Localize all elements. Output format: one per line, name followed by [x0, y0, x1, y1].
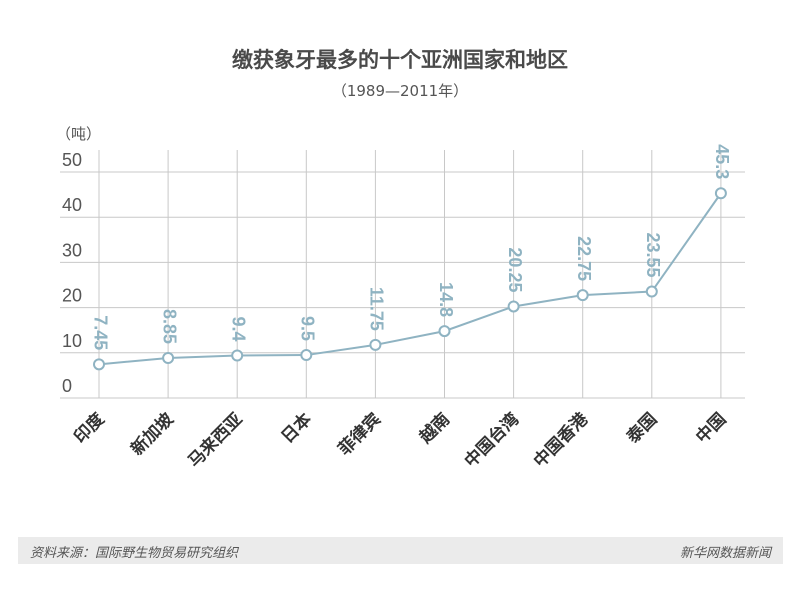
data-point [231, 349, 244, 362]
y-tick-label: 0 [62, 376, 72, 396]
source-note: 资料来源：国际野生物贸易研究组织 [30, 546, 239, 561]
data-label: 9.4 [228, 316, 248, 341]
y-tick-label: 30 [62, 240, 82, 260]
x-tick-label: 印度 [70, 408, 110, 448]
data-label: 11.75 [367, 287, 387, 331]
data-point [162, 351, 175, 364]
data-label: 14.8 [436, 282, 456, 317]
brand-label: 新华网数据新闻 [679, 546, 771, 561]
data-point [576, 289, 589, 302]
data-label: 20.25 [505, 247, 525, 292]
data-point [645, 285, 658, 298]
chart-subtitle: （1989—2011年） [331, 82, 469, 100]
y-tick-label: 50 [62, 150, 82, 170]
footer-bar: 资料来源：国际野生物贸易研究组织 新华网数据新闻 [18, 537, 783, 564]
data-label: 45.3 [712, 144, 732, 179]
data-point [714, 187, 727, 200]
data-label: 8.85 [159, 309, 179, 344]
data-point [438, 325, 451, 338]
x-tick-label: 日本 [277, 409, 316, 448]
data-label: 9.5 [298, 316, 318, 341]
data-label: 23.55 [643, 233, 663, 278]
chart: （吨） 0 10 20 30 40 50 7.45 8.85 9.4 9.5 11.75 14.8 20.… [56, 125, 745, 472]
x-tick-label: 马来西亚 [184, 409, 247, 472]
chart-title: 缴获象牙最多的十个亚洲国家和地区 [232, 48, 568, 72]
data-point [300, 349, 313, 362]
x-tick-label: 泰国 [622, 409, 661, 448]
data-label: 22.75 [574, 236, 594, 281]
data-point [507, 300, 520, 313]
y-axis-label: （吨） [56, 125, 101, 143]
data-point [93, 358, 105, 371]
y-tick-label: 40 [62, 195, 82, 215]
y-tick-label: 10 [62, 331, 82, 351]
x-tick-label: 中国 [692, 409, 731, 448]
data-label: 7.45 [90, 315, 110, 350]
series-line [98, 192, 722, 366]
x-tick-label: 菲律宾 [334, 409, 385, 460]
x-tick-label: 新加坡 [127, 409, 178, 460]
x-tick-label: 越南 [414, 409, 454, 449]
x-tick-label: 中国台湾 [460, 409, 523, 472]
y-tick-label: 20 [62, 286, 82, 306]
data-point [369, 338, 382, 351]
x-tick-label: 中国香港 [529, 408, 593, 472]
